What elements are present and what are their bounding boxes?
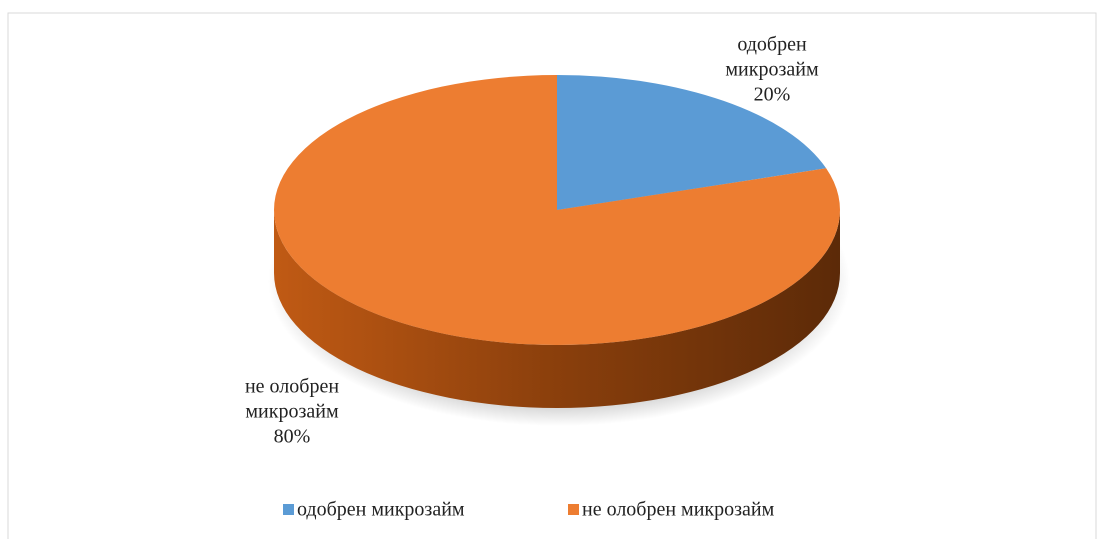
pie-slice [557,75,827,210]
legend-label: одобрен микрозайм [297,499,465,521]
legend-label: не олобрен микрозайм [582,499,775,521]
data-label-value: 20% [753,83,791,106]
data-label-value: 80% [273,425,311,448]
pie-side [274,210,840,408]
data-label-category: не олобрен микрозайм [244,375,340,423]
data-label-category: одобрен микрозайм [725,33,819,81]
legend-swatch [568,504,579,515]
chart-frame [7,12,1097,539]
legend-swatch [283,504,294,515]
data-label: не олобрен микрозайм 80% [227,375,357,450]
pie-slice [273,75,840,346]
data-label: одобрен микрозайм 20% [707,33,837,108]
